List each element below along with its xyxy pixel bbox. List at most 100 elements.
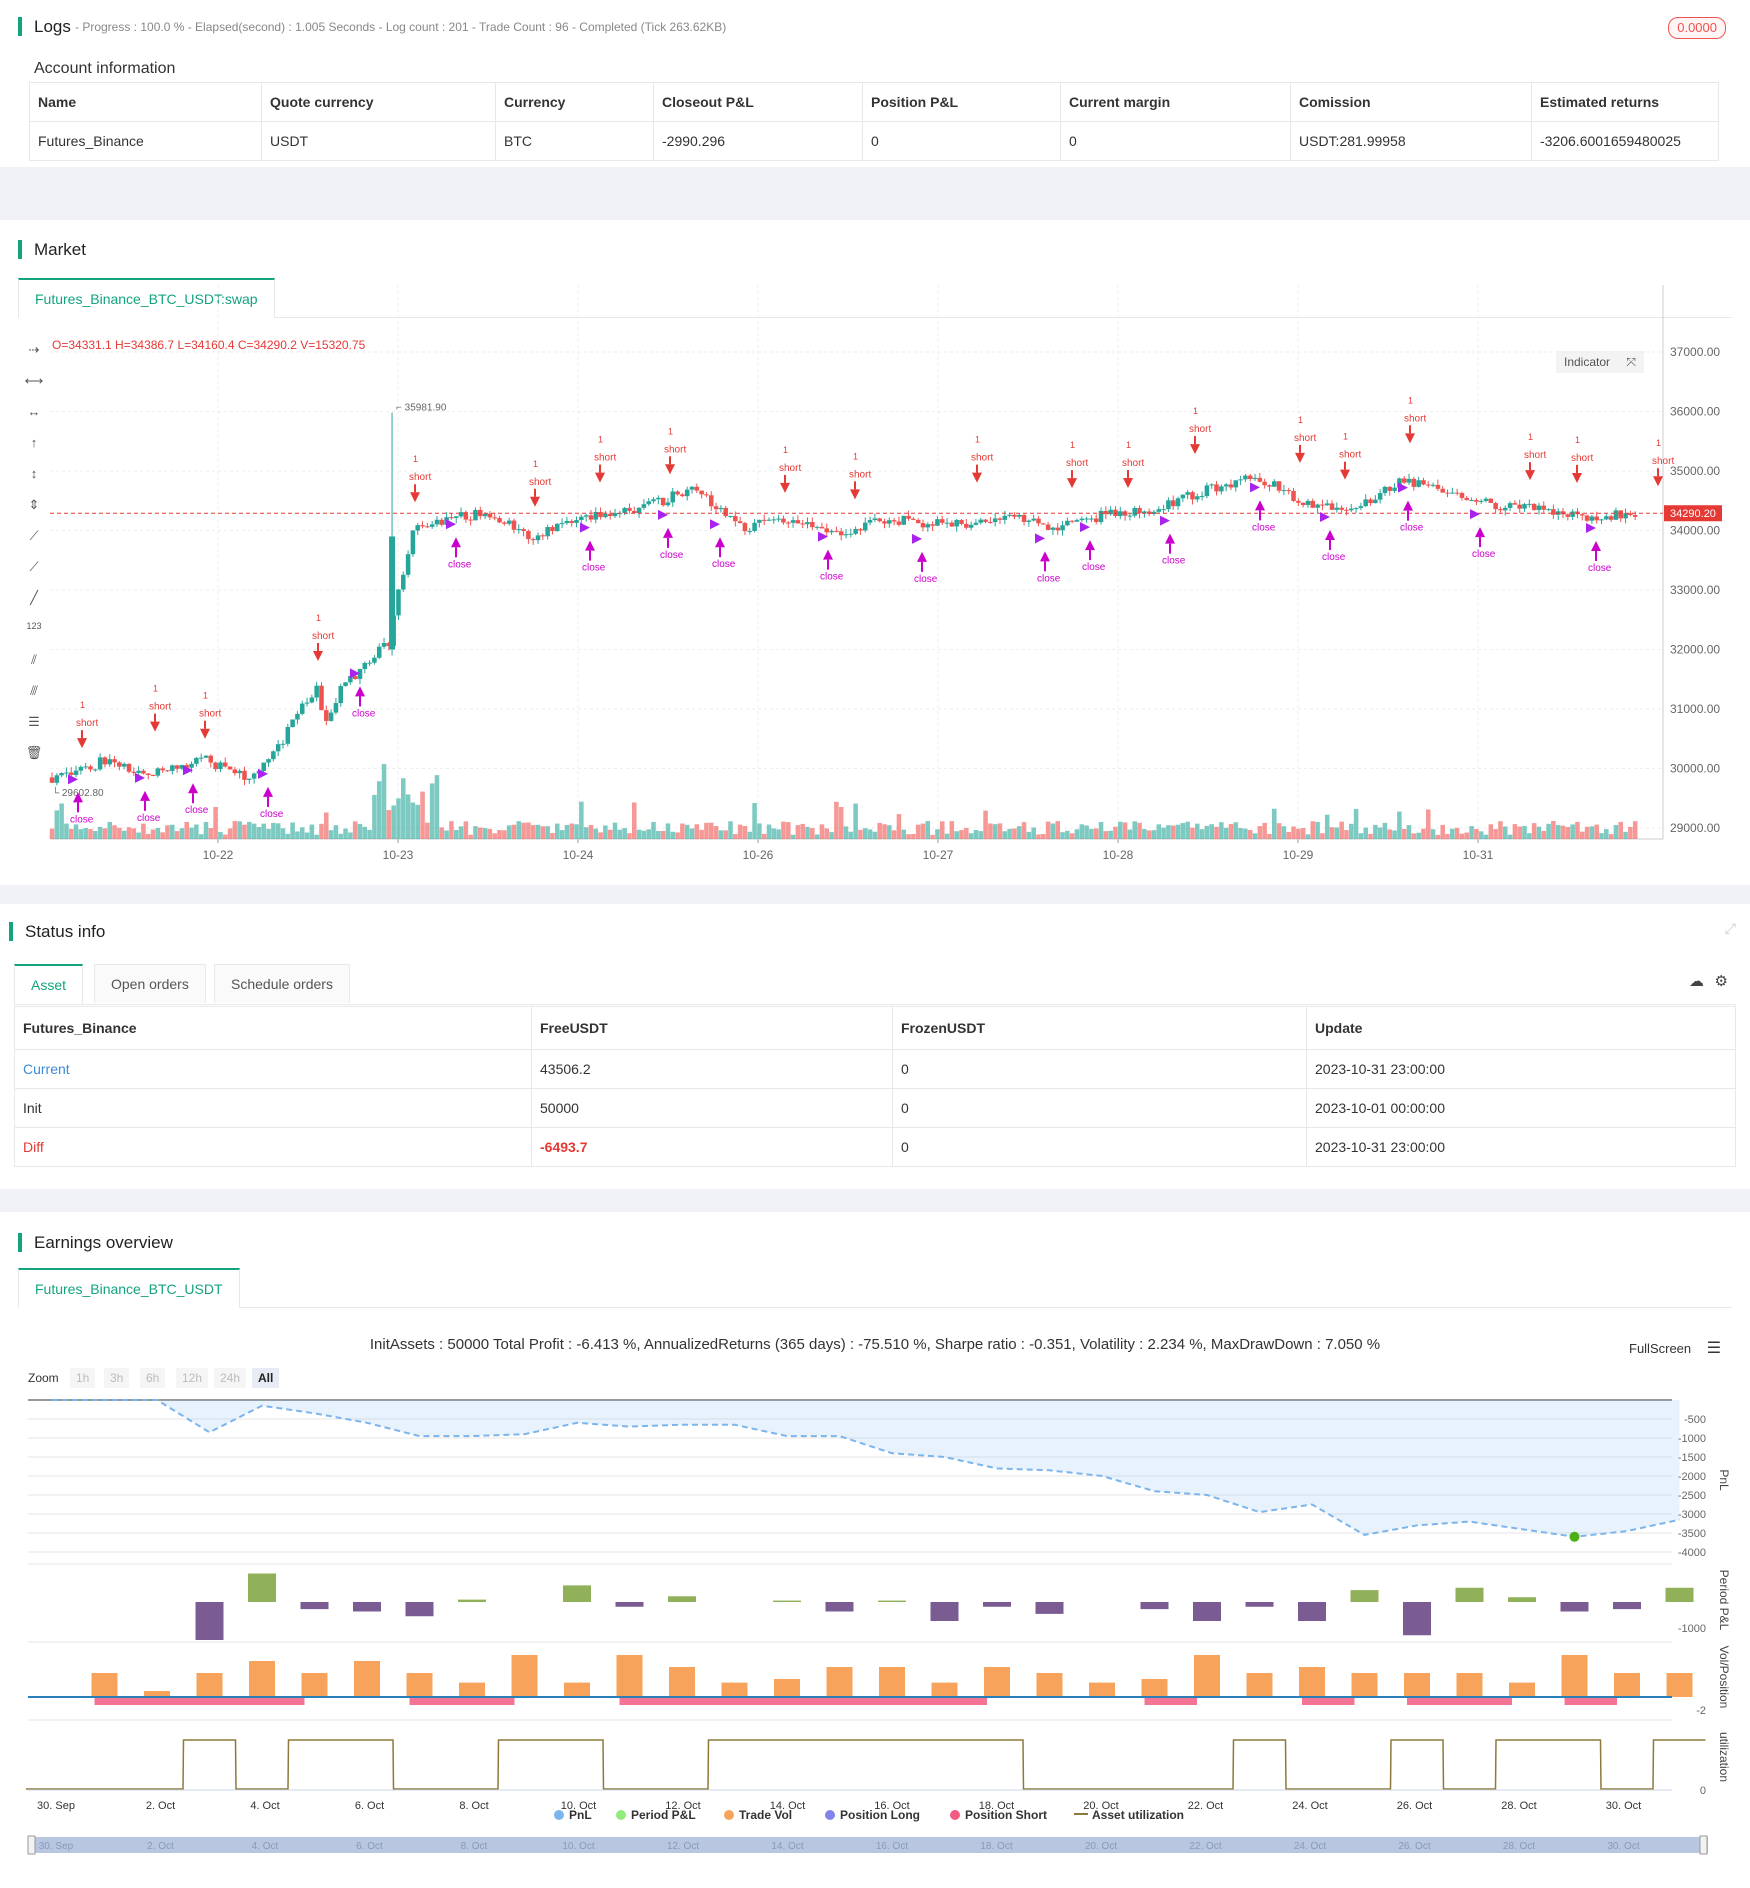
volume-bar [1243,828,1248,839]
trend-line-icon[interactable]: ⟋ [29,528,39,543]
date-tick-label: 10-31 [1463,848,1494,862]
close-arrow [1403,500,1413,511]
signal-count: 1 [1343,432,1348,442]
candle-body [213,762,218,770]
legend-marker [724,1810,734,1820]
candle-body [925,524,931,528]
candle-body [463,512,469,520]
ray-line-icon[interactable]: ⟋ [29,559,39,574]
signal-count: 1 [1528,432,1533,442]
indicator-button[interactable]: Indicator ⤧ [1556,351,1644,373]
fullscreen-button[interactable]: FullScreen ☰ [1629,1338,1721,1358]
candle-body [521,529,526,531]
legend-item[interactable]: Asset utilization [1074,1808,1184,1822]
signal-count: 1 [975,435,980,445]
volume-bar [1546,823,1551,839]
candle-body [598,512,603,518]
earnings-chart[interactable]: -500 -1000 -1500 -2000 -2500 -3000 -3500 -4000 -… [0,1212,1750,1888]
ohlc-readout: O=34331.1 H=34386.7 L=34160.4 C=34290.2 … [52,338,366,352]
volume-bar [155,827,161,839]
logs-status: - Progress : 100.0 % - Elapsed(second) :… [75,20,727,34]
zoom-24h-button[interactable]: 24h [214,1368,247,1388]
signal-count: 1 [533,459,538,469]
collapse-icon[interactable]: ⤢ [1724,920,1736,936]
axis-title: Vol/Position [1717,1646,1731,1709]
volume-bar [376,781,382,839]
close-signal-text: close [820,572,844,583]
vertical-segment-icon[interactable]: ⇕ [28,497,40,512]
short-arrow [850,489,860,500]
horizontal-segment-icon[interactable]: ↔ [27,404,41,419]
settings-icon[interactable]: ⚙ [1714,973,1728,990]
short-signal-text: short [1189,424,1211,435]
horizontal-ray-icon[interactable]: ⇢ [28,342,40,357]
legend-item[interactable]: Position Long [825,1808,920,1822]
period-pnl-bar [983,1602,1011,1607]
segment-line-icon[interactable]: ╱ [30,590,38,605]
candle-body [694,486,700,491]
zoom-6h-button[interactable]: 6h [140,1368,166,1388]
volume-bar [526,822,531,839]
short-arrow [665,464,675,475]
parallel-channel-icon[interactable]: ⫽ [31,652,37,667]
volume-bar [1093,828,1099,839]
account-cell: 0 [1060,121,1291,161]
trash-icon[interactable]: 🗑 [25,745,43,760]
date-tick-label: 10-29 [1283,848,1314,862]
volume-bar [718,830,724,839]
earnings-symbol-tab[interactable]: Futures_Binance_BTC_USDT [18,1268,240,1308]
entry-marker [1470,509,1480,520]
volume-bar [102,828,108,839]
legend-item[interactable]: Position Short [950,1808,1047,1822]
zoom-12h-button[interactable]: 12h [176,1368,209,1388]
vertical-ray-icon[interactable]: ↑ [30,435,38,450]
fib-retracement-icon[interactable]: ☰ [28,714,40,729]
volume-bar [901,829,907,839]
trade-vol-bar [1246,1673,1273,1697]
volume-bar [97,826,103,839]
vertical-line-icon[interactable]: ↕ [30,466,38,481]
zoom-1h-button[interactable]: 1h [70,1368,96,1388]
zoom-all-button[interactable]: All [252,1368,280,1388]
candle-body [579,516,584,521]
volume-bar [964,827,969,839]
volume-bar [516,821,522,839]
candle-body [1036,518,1041,524]
price-label-icon[interactable]: 123 [26,621,42,631]
volume-bar [1065,830,1070,839]
close-arrow [663,527,673,538]
volume-bar [1527,833,1532,839]
candle-body [275,744,281,752]
volume-bar [1204,825,1210,839]
legend-item[interactable]: Period P&L [616,1808,696,1822]
period-pnl-bar [405,1602,434,1617]
candle-body [1498,509,1503,511]
horizontal-line-icon[interactable]: ⟷ [24,373,44,388]
logs-panel: Logs - Progress : 100.0 % - Elapsed(seco… [0,0,1750,167]
market-symbol-tab[interactable]: Futures_Binance_BTC_USDT:swap [18,278,275,318]
candle-body [1425,484,1431,486]
zoom-3h-button[interactable]: 3h [104,1368,130,1388]
volume-bar [1411,833,1417,839]
legend-item[interactable]: PnL [554,1808,592,1822]
cloud-download-icon[interactable]: ☁ [1689,973,1704,990]
trade-vol-bar [1194,1655,1220,1697]
candle-body [1190,492,1195,500]
candle-body [781,518,786,523]
candle-body [482,513,488,517]
date-tick-label: 12. Oct [665,1800,700,1812]
close-arrow [188,783,198,794]
tab-asset[interactable]: Asset [14,964,84,1004]
trade-vol-bar [511,1655,538,1697]
short-signal-text: short [1066,458,1088,469]
tab-schedule-orders[interactable]: Schedule orders [214,964,350,1003]
candle-body [425,526,430,528]
candle-body [708,495,714,507]
volume-bar [535,824,541,839]
tab-open-orders[interactable]: Open orders [94,964,206,1003]
volume-bar [386,810,392,839]
candle-body [1488,498,1494,503]
candlestick-chart[interactable]: 37000.00 36000.00 35000.00 34000.00 33000.00… [0,220,1750,885]
legend-item[interactable]: Trade Vol [724,1808,792,1822]
fib-channel-icon[interactable]: ⫻ [30,683,38,698]
